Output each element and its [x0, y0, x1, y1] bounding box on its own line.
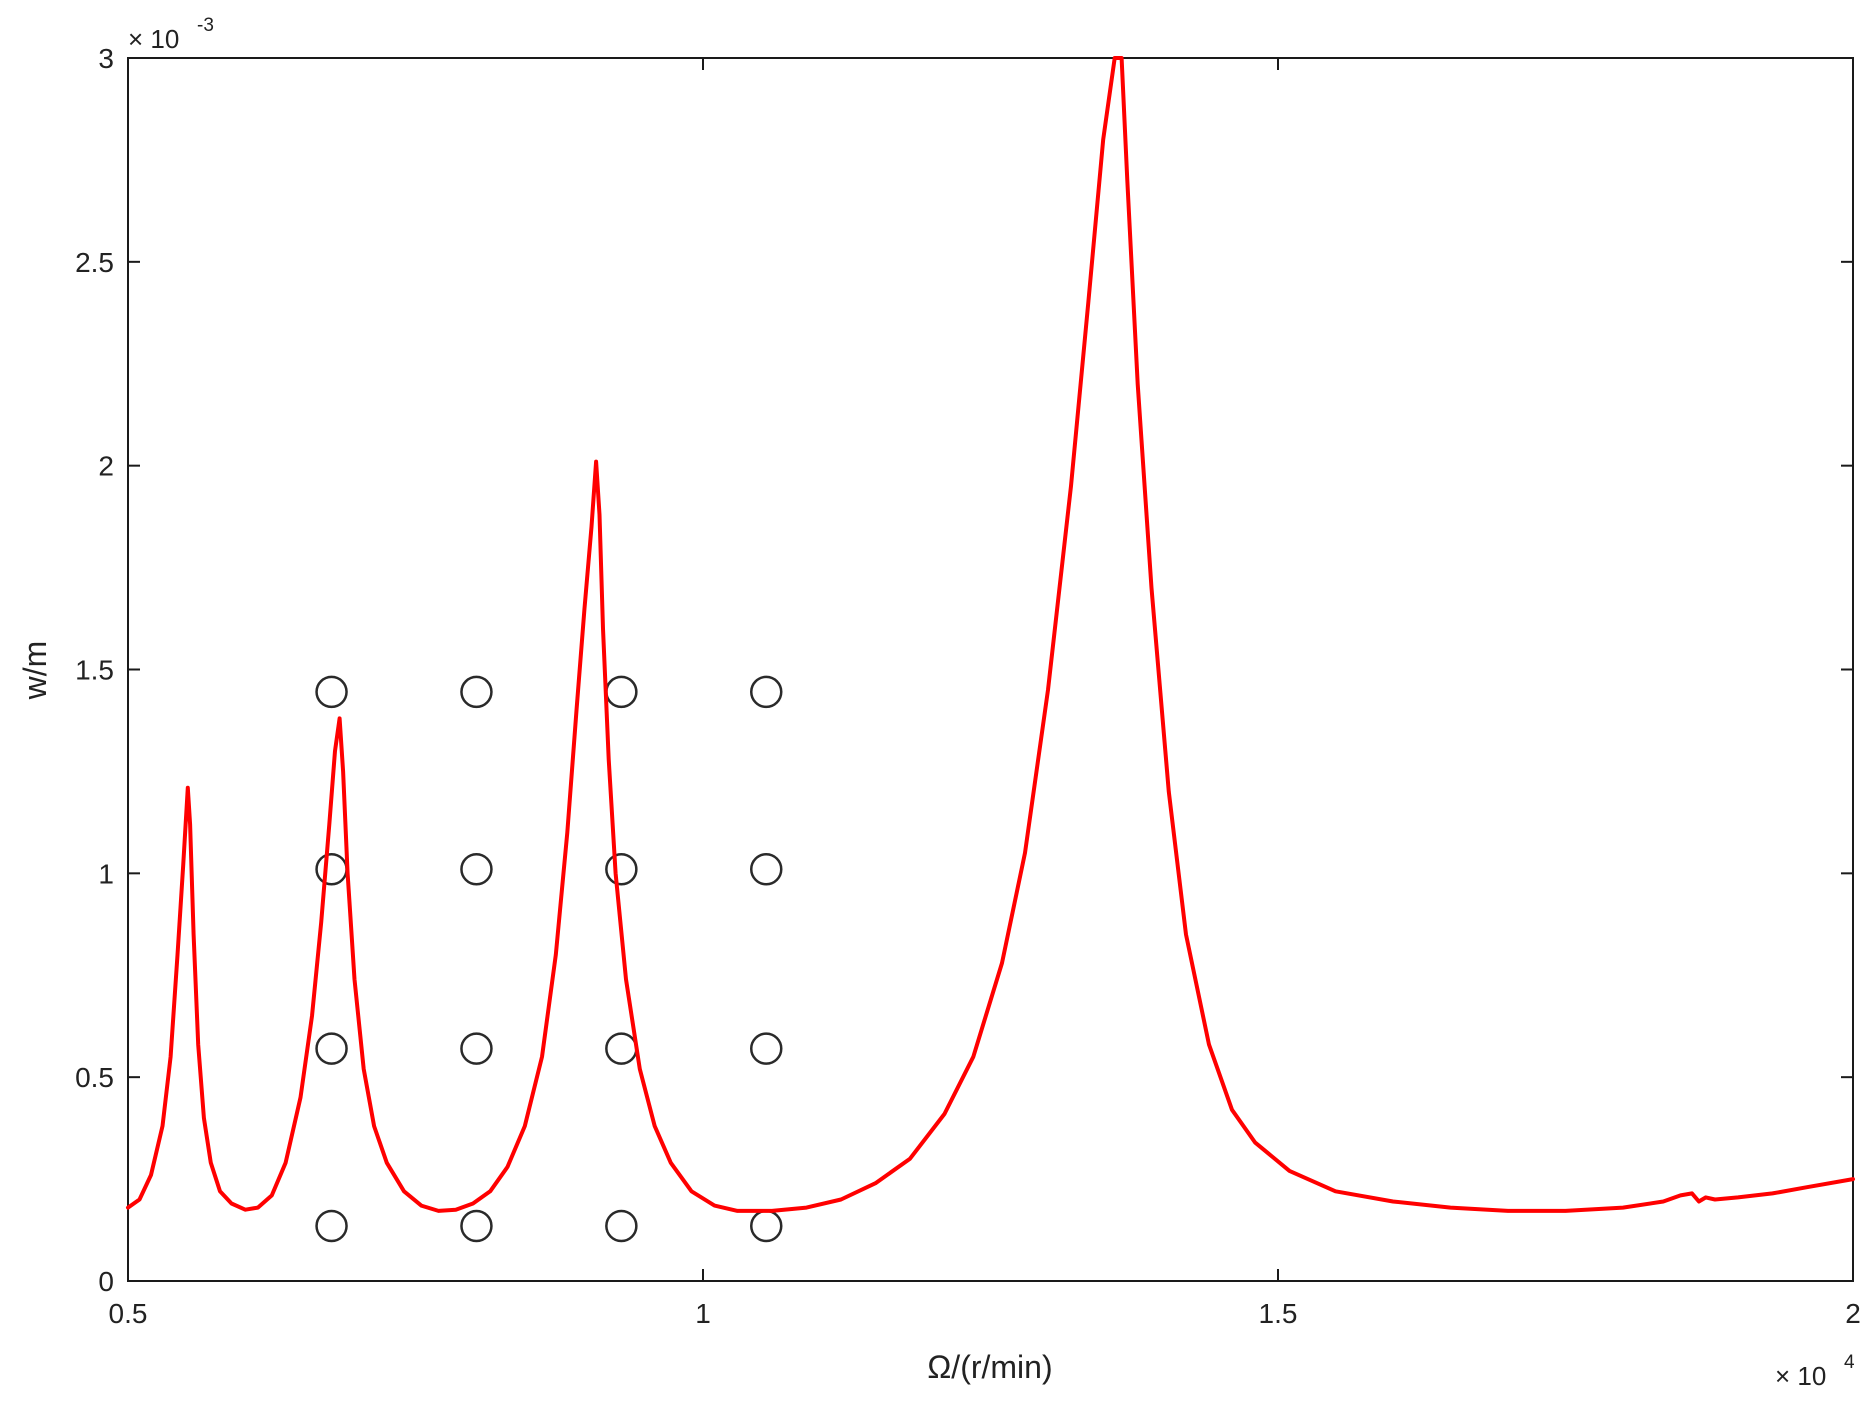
marker-circle: [315, 1032, 348, 1065]
y-tick-label: 1.5: [75, 655, 114, 686]
marker-circle: [460, 1032, 493, 1065]
svg-text:× 10: × 10: [128, 24, 179, 54]
marker-circle: [460, 1209, 493, 1243]
svg-text:× 10: × 10: [1775, 1361, 1826, 1391]
y-tick-label: 0: [98, 1266, 114, 1297]
svg-text:-3: -3: [197, 15, 214, 36]
x-tick-label: 2: [1845, 1298, 1861, 1329]
marker-circle: [750, 853, 783, 886]
marker-circle: [750, 675, 783, 709]
x-tick-label: 1: [695, 1298, 711, 1329]
plot-area: [127, 57, 1854, 1282]
x-tick-label: 0.5: [109, 1298, 148, 1329]
marker-circle: [315, 1209, 348, 1243]
marker-circle: [605, 1209, 638, 1243]
x-multiplier: × 10 4: [1775, 1352, 1855, 1391]
y-tick-label: 2.5: [75, 247, 114, 278]
y-tick-label: 2: [98, 451, 114, 482]
ticks-layer: 0.5 1 1.5 200.511.522.53: [75, 43, 1861, 1329]
y-tick-label: 0.5: [75, 1062, 114, 1093]
x-tick-label: 1.5: [1259, 1298, 1298, 1329]
x-axis-label: Ω/(r/min): [927, 1349, 1052, 1385]
svg-text:4: 4: [1844, 1352, 1855, 1373]
y-multiplier: × 10 -3: [128, 15, 214, 54]
series-layer: [126, 56, 1855, 1213]
markers-layer: [315, 675, 783, 1243]
y-tick-label: 3: [98, 43, 114, 74]
marker-circle: [750, 1032, 783, 1065]
y-axis-label: w/m: [17, 641, 53, 701]
marker-circle: [460, 675, 493, 709]
series-line: [126, 56, 1855, 1213]
y-tick-label: 1: [98, 858, 114, 889]
marker-circle: [315, 675, 348, 709]
marker-circle: [605, 853, 638, 886]
marker-circle: [460, 853, 493, 886]
